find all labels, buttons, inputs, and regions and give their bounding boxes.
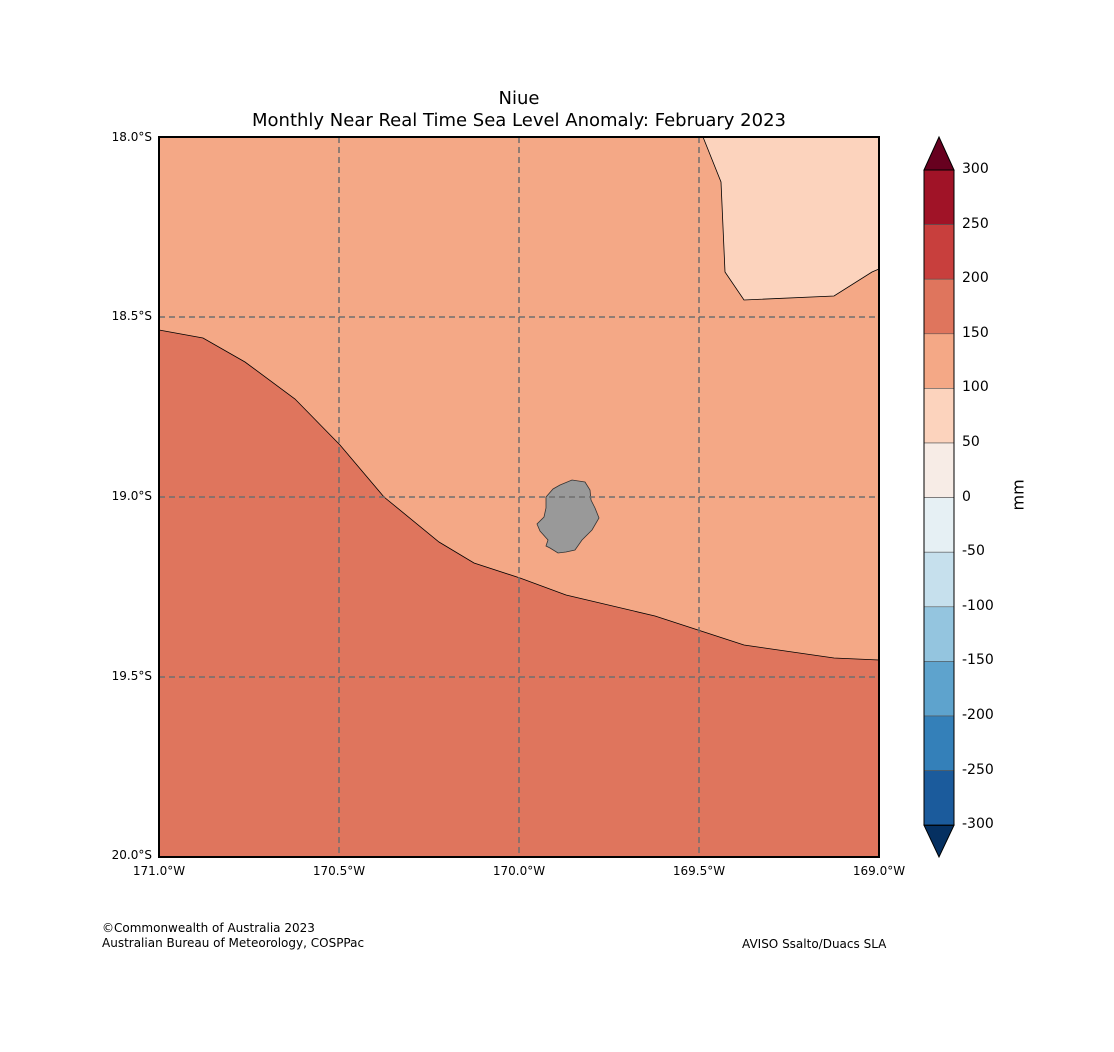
- map-subtitle: Monthly Near Real Time Sea Level Anomaly…: [252, 110, 786, 131]
- colorbar-swatch: [923, 715, 955, 771]
- colorbar-tick-label: -150: [962, 652, 994, 669]
- lon-label-169-0: 169.0°W: [852, 864, 906, 878]
- colorbar-swatch: [923, 278, 955, 335]
- colorbar-over-arrow: [923, 135, 955, 171]
- colorbar-tick-label: -250: [962, 761, 994, 778]
- colorbar-swatch: [923, 770, 955, 826]
- agency-text: Australian Bureau of Meteorology, COSPPa…: [102, 936, 365, 950]
- colorbar-unit-label: mm: [1008, 479, 1028, 511]
- lon-label-170-0: 170.0°W: [492, 864, 546, 878]
- colorbar-swatch: [923, 661, 955, 717]
- colorbar-swatch: [923, 388, 955, 444]
- colorbar-under-arrow: [923, 824, 955, 859]
- colorbar-swatch: [923, 333, 955, 389]
- colorbar-frame: [923, 169, 955, 826]
- colorbar-tick-label: -50: [962, 543, 985, 560]
- colorbar-swatch: [923, 606, 955, 662]
- colorbar-swatch: [923, 551, 955, 608]
- copyright-text: ©Commonwealth of Australia 2023: [102, 921, 315, 935]
- lat-label-20-0: 20.0°S: [111, 848, 152, 862]
- colorbar-tick-label: -200: [962, 707, 994, 723]
- lat-label-18-5: 18.5°S: [111, 309, 152, 323]
- lat-label-19-5: 19.5°S: [111, 669, 152, 683]
- colorbar-tick-label: -300: [962, 816, 994, 833]
- colorbar-tick-label: 50: [962, 434, 980, 450]
- colorbar-swatch: [923, 169, 955, 225]
- colorbar-tick-label: -100: [962, 597, 994, 614]
- map-gridlines: [159, 137, 879, 857]
- colorbar-tick-label: 100: [962, 379, 989, 396]
- niue-island-landmass: [536, 479, 600, 554]
- anomaly-region-50-100: [702, 136, 880, 301]
- colorbar-tick-label: 0: [962, 488, 971, 505]
- map-frame: [158, 136, 880, 858]
- colorbar-swatch: [923, 497, 955, 553]
- footer-credits: ©Commonwealth of Australia 2023 Australi…: [102, 921, 364, 951]
- lon-label-170-5: 170.5°W: [312, 864, 366, 878]
- colorbar-tick-label: 200: [962, 270, 989, 287]
- data-source-text: AVISO Ssalto/Duacs SLA: [742, 937, 887, 951]
- colorbar-tick-label: 300: [962, 161, 989, 177]
- colorbar-tick-label: 150: [962, 324, 989, 341]
- map-title: Niue: [498, 88, 540, 109]
- colorbar-tick-label: 250: [962, 215, 989, 232]
- lon-label-171-0: 171.0°W: [132, 864, 186, 878]
- colorbar: [923, 135, 955, 859]
- colorbar-swatch: [923, 224, 955, 280]
- colorbar-swatch: [923, 442, 955, 498]
- lat-label-18-0: 18.0°S: [111, 130, 152, 144]
- lat-label-19-0: 19.0°S: [111, 489, 152, 503]
- lon-label-169-5: 169.5°W: [672, 864, 726, 878]
